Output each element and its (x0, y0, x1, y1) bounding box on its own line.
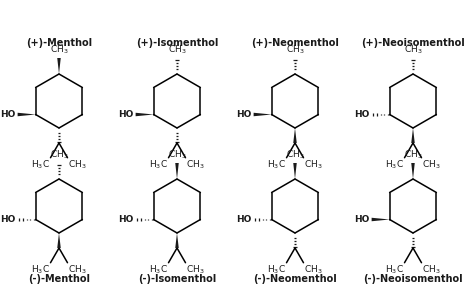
Polygon shape (18, 113, 36, 116)
Polygon shape (411, 128, 415, 143)
Text: H$_3$C: H$_3$C (148, 264, 167, 276)
Text: CH$_3$: CH$_3$ (50, 148, 68, 161)
Text: CH$_3$: CH$_3$ (422, 159, 441, 171)
Text: (-)-Isomenthol: (-)-Isomenthol (138, 274, 216, 284)
Text: (+)-Menthol: (+)-Menthol (26, 38, 92, 48)
Polygon shape (293, 163, 297, 179)
Text: (-)-Neomenthol: (-)-Neomenthol (253, 274, 337, 284)
Polygon shape (254, 113, 272, 116)
Text: H$_3$C: H$_3$C (384, 264, 403, 276)
Text: CH$_3$: CH$_3$ (304, 264, 323, 276)
Text: CH$_3$: CH$_3$ (286, 43, 304, 56)
Text: H$_3$C: H$_3$C (31, 159, 49, 171)
Text: H$_3$C: H$_3$C (384, 159, 403, 171)
Text: CH$_3$: CH$_3$ (422, 264, 441, 276)
Text: (-)-Neoisomenthol: (-)-Neoisomenthol (363, 274, 463, 284)
Text: CH$_3$: CH$_3$ (404, 148, 422, 161)
Text: H$_3$C: H$_3$C (266, 264, 285, 276)
Text: CH$_3$: CH$_3$ (69, 264, 87, 276)
Text: CH$_3$: CH$_3$ (168, 148, 186, 161)
Text: H$_3$C: H$_3$C (31, 264, 49, 276)
Text: CH$_3$: CH$_3$ (186, 159, 205, 171)
Text: HO: HO (354, 215, 370, 224)
Text: (+)-Neomenthol: (+)-Neomenthol (251, 38, 339, 48)
Text: HO: HO (118, 110, 134, 119)
Text: CH$_3$: CH$_3$ (168, 43, 186, 56)
Polygon shape (372, 218, 390, 221)
Text: HO: HO (236, 110, 252, 119)
Text: H$_3$C: H$_3$C (148, 159, 167, 171)
Polygon shape (411, 163, 415, 179)
Text: HO: HO (118, 215, 134, 224)
Text: (+)-Neoisomenthol: (+)-Neoisomenthol (361, 38, 465, 48)
Text: (+)-Isomenthol: (+)-Isomenthol (136, 38, 218, 48)
Polygon shape (175, 233, 179, 248)
Text: (-)-Menthol: (-)-Menthol (28, 274, 90, 284)
Text: CH$_3$: CH$_3$ (186, 264, 205, 276)
Text: HO: HO (0, 110, 16, 119)
Text: CH$_3$: CH$_3$ (50, 43, 68, 56)
Text: CH$_3$: CH$_3$ (304, 159, 323, 171)
Text: CH$_3$: CH$_3$ (286, 148, 304, 161)
Text: CH$_3$: CH$_3$ (404, 43, 422, 56)
Polygon shape (175, 163, 179, 179)
Text: HO: HO (354, 110, 370, 119)
Polygon shape (136, 113, 154, 116)
Text: CH$_3$: CH$_3$ (69, 159, 87, 171)
Polygon shape (57, 233, 61, 248)
Text: H$_3$C: H$_3$C (266, 159, 285, 171)
Text: HO: HO (236, 215, 252, 224)
Text: HO: HO (0, 215, 16, 224)
Polygon shape (293, 128, 297, 143)
Polygon shape (57, 58, 61, 74)
